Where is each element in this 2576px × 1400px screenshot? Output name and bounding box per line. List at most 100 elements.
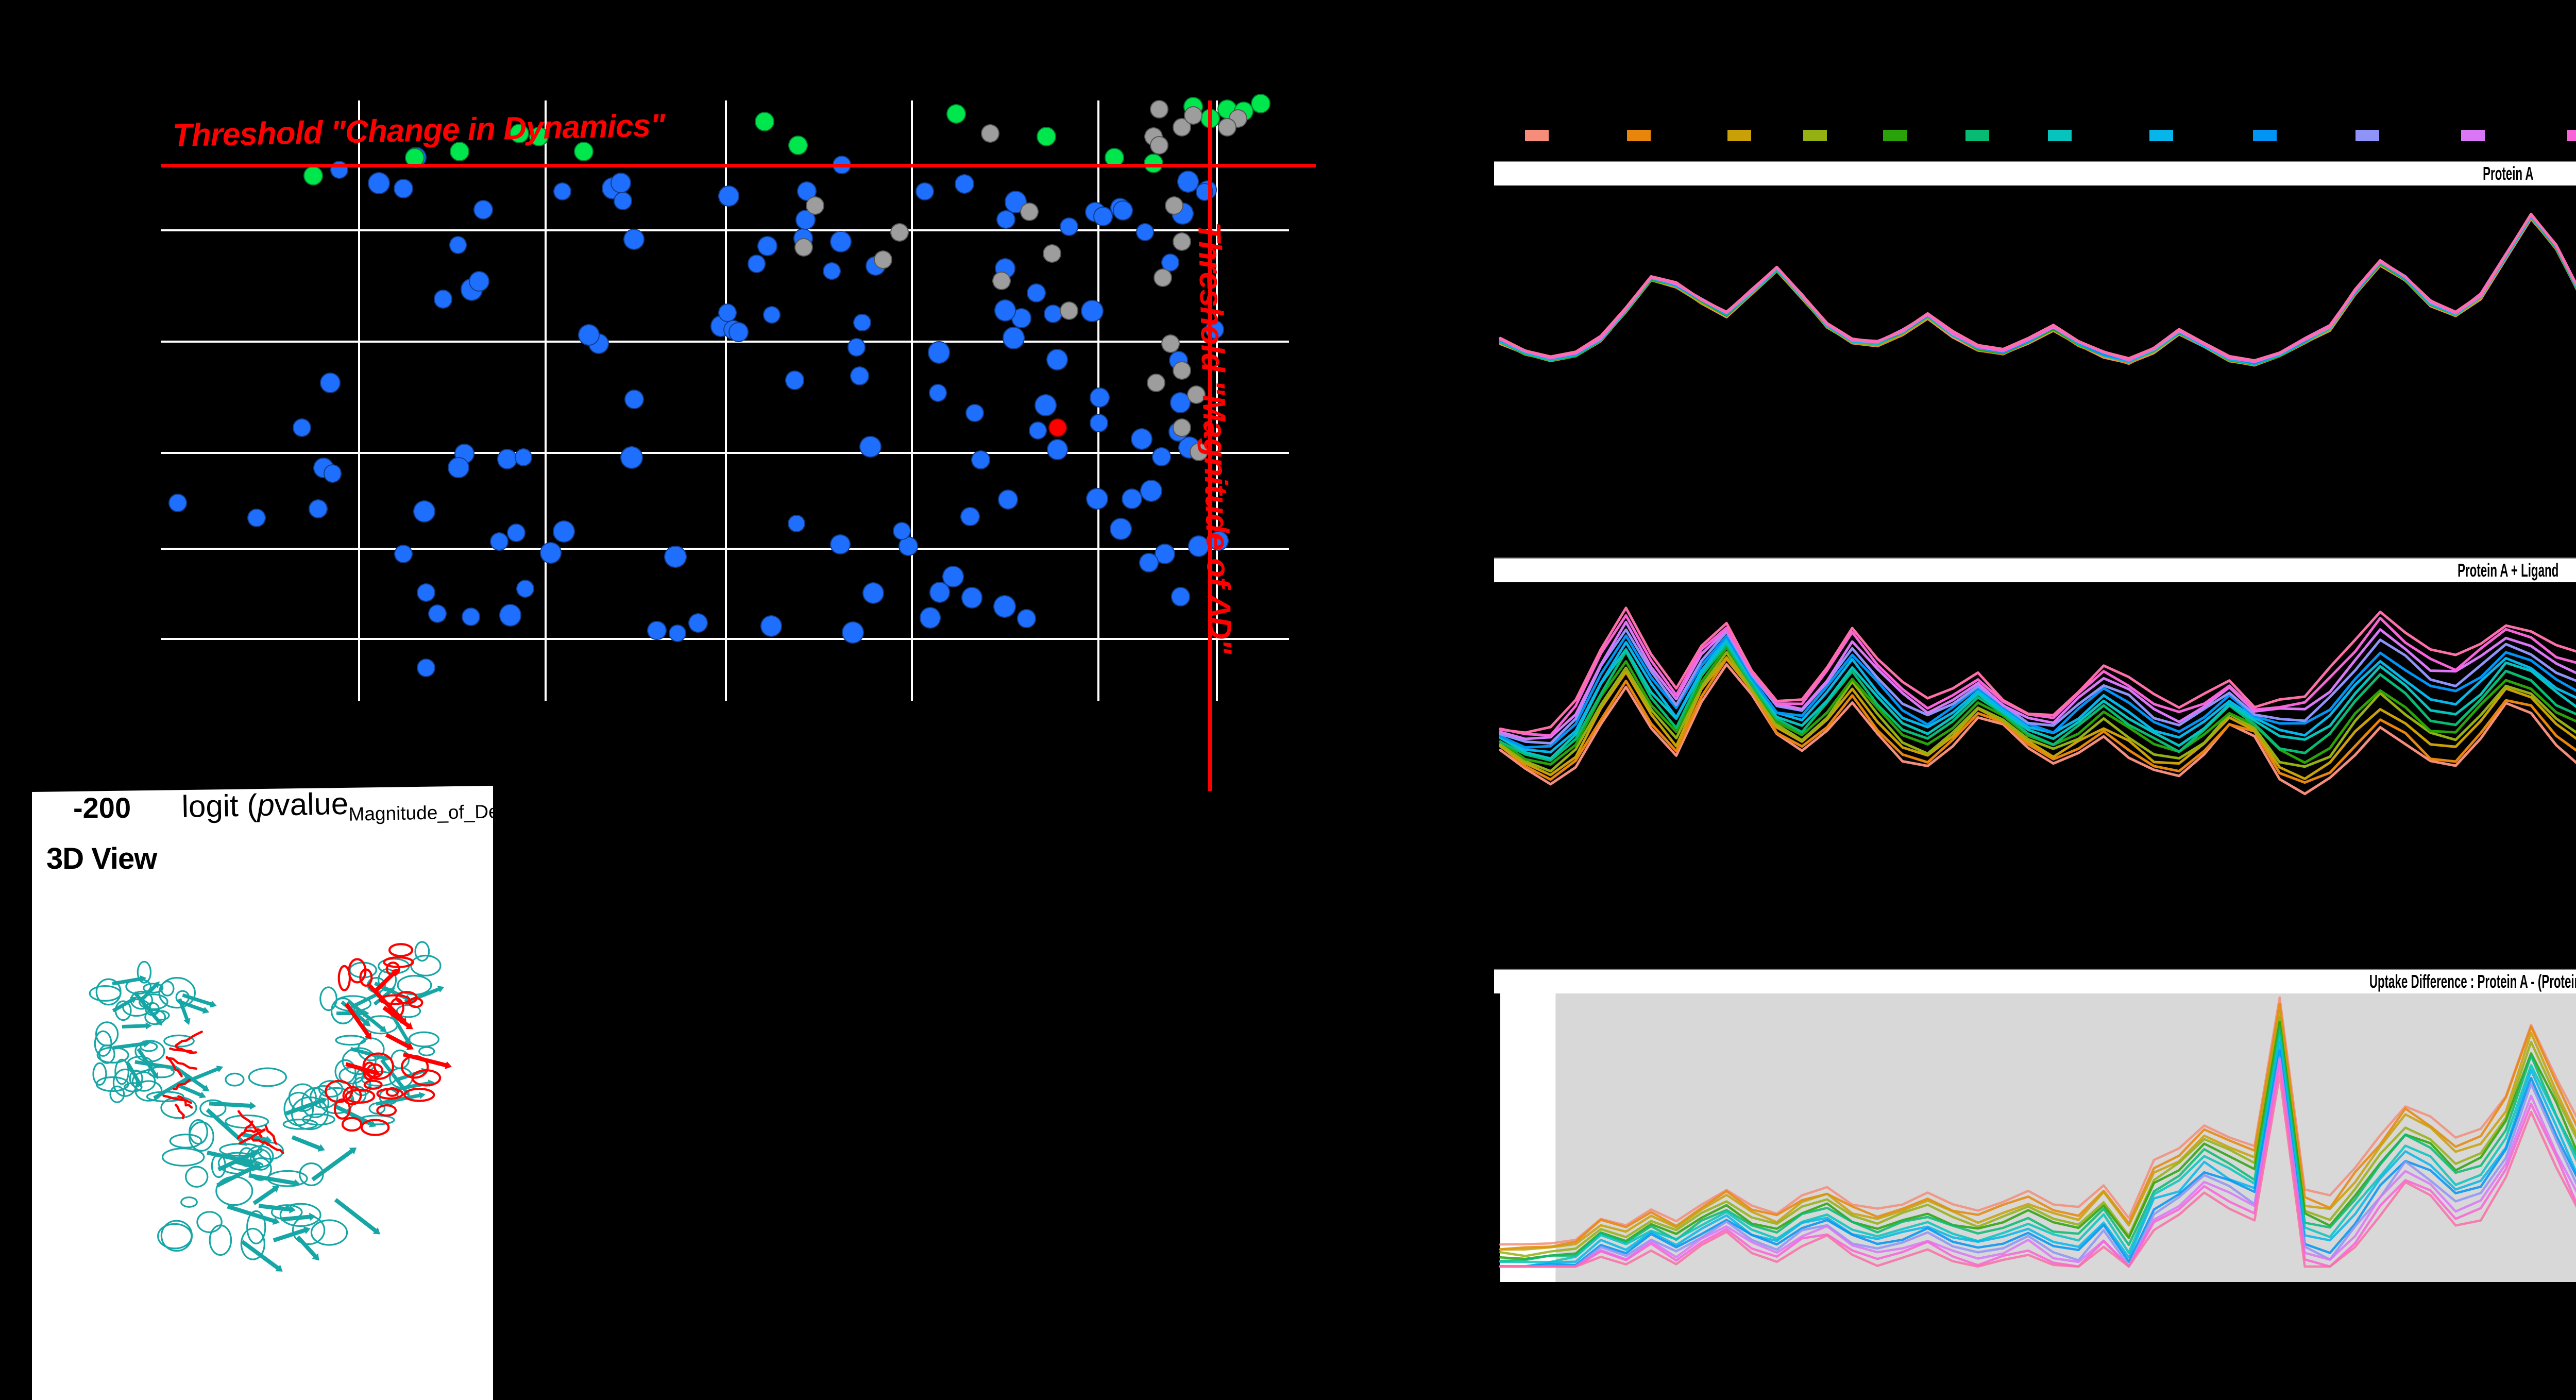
scatter-point[interactable]: [330, 160, 348, 179]
scatter-point[interactable]: [1217, 118, 1236, 137]
uptake-trace[interactable]: [1499, 597, 2576, 745]
scatter-point[interactable]: [1172, 361, 1191, 380]
scatter-point[interactable]: [168, 493, 187, 512]
scatter-point[interactable]: [785, 370, 805, 390]
scatter-point[interactable]: [416, 583, 435, 602]
scatter-point[interactable]: [916, 182, 934, 201]
scatter-point[interactable]: [762, 306, 781, 324]
volcano-plot-area[interactable]: [161, 93, 1289, 701]
scatter-point[interactable]: [1047, 438, 1069, 460]
uptake-trace[interactable]: [1499, 1074, 2576, 1268]
scatter-point[interactable]: [553, 182, 572, 201]
scatter-point[interactable]: [927, 341, 951, 364]
scatter-point[interactable]: [893, 521, 911, 540]
scatter-point[interactable]: [490, 532, 509, 551]
legend-swatch-3[interactable]: [1803, 130, 1827, 141]
uptake-trace[interactable]: [1499, 588, 2576, 740]
scatter-point[interactable]: [788, 136, 808, 156]
scatter-point[interactable]: [1172, 418, 1191, 437]
scatter-point[interactable]: [462, 607, 481, 626]
scatter-point[interactable]: [578, 324, 600, 346]
panel-uptake-difference-canvas[interactable]: [1494, 993, 2576, 1282]
scatter-point[interactable]: [965, 403, 985, 423]
uptake-trace[interactable]: [1499, 647, 2576, 796]
scatter-point[interactable]: [1026, 283, 1046, 302]
scatter-point[interactable]: [247, 508, 266, 527]
scatter-point[interactable]: [416, 658, 435, 677]
uptake-trace[interactable]: [1499, 185, 2576, 362]
scatter-point[interactable]: [319, 372, 341, 393]
uptake-trace[interactable]: [1499, 601, 2576, 749]
scatter-point[interactable]: [996, 210, 1015, 229]
scatter-point[interactable]: [890, 223, 909, 242]
scatter-point[interactable]: [449, 236, 467, 254]
scatter-point[interactable]: [1060, 217, 1079, 236]
scatter-point[interactable]: [497, 449, 518, 469]
scatter-point[interactable]: [718, 185, 739, 207]
legend-swatch-0[interactable]: [1525, 130, 1549, 141]
scatter-point[interactable]: [787, 514, 805, 532]
scatter-point[interactable]: [929, 582, 951, 603]
scatter-point[interactable]: [623, 229, 645, 250]
uptake-trace[interactable]: [1499, 216, 2576, 395]
scatter-point[interactable]: [393, 178, 414, 199]
scatter-point[interactable]: [853, 314, 871, 332]
uptake-trace[interactable]: [1499, 215, 2576, 366]
uptake-trace[interactable]: [1499, 604, 2576, 754]
scatter-point[interactable]: [1146, 373, 1165, 392]
uptake-trace[interactable]: [1499, 1009, 2576, 1251]
scatter-point[interactable]: [553, 520, 575, 543]
legend-swatch-7[interactable]: [2149, 130, 2173, 141]
scatter-point[interactable]: [574, 142, 594, 162]
scatter-point[interactable]: [757, 236, 777, 256]
panel-protein-a-ligand-canvas[interactable]: [1494, 582, 2576, 846]
scatter-point[interactable]: [960, 507, 980, 527]
scatter-point[interactable]: [450, 142, 470, 162]
scatter-point[interactable]: [847, 338, 866, 357]
scatter-point[interactable]: [394, 544, 413, 563]
scatter-point[interactable]: [980, 124, 999, 143]
uptake-trace[interactable]: [1499, 215, 2576, 374]
scatter-point[interactable]: [971, 450, 991, 470]
scatter-point[interactable]: [499, 604, 522, 627]
scatter-point[interactable]: [1189, 442, 1208, 461]
scatter-point[interactable]: [1002, 327, 1025, 349]
scatter-point[interactable]: [1140, 479, 1162, 502]
uptake-trace[interactable]: [1499, 1034, 2576, 1263]
scatter-point[interactable]: [1251, 93, 1271, 113]
uptake-trace[interactable]: [1499, 634, 2576, 780]
uptake-trace[interactable]: [1499, 623, 2576, 766]
legend-swatch-11[interactable]: [2567, 130, 2576, 141]
uptake-trace[interactable]: [1499, 185, 2576, 363]
scatter-point[interactable]: [718, 303, 737, 322]
uptake-trace[interactable]: [1499, 628, 2576, 773]
scatter-point[interactable]: [1048, 418, 1067, 437]
scatter-point[interactable]: [610, 172, 632, 194]
scatter-point[interactable]: [992, 271, 1011, 290]
scatter-point[interactable]: [510, 124, 530, 144]
scatter-point[interactable]: [473, 199, 494, 220]
legend-swatch-10[interactable]: [2461, 130, 2485, 141]
scatter-point[interactable]: [760, 615, 782, 637]
scatter-point[interactable]: [1150, 136, 1169, 155]
uptake-trace[interactable]: [1499, 582, 2576, 737]
legend-swatch-4[interactable]: [1883, 130, 1907, 141]
legend-swatch-5[interactable]: [1965, 130, 1989, 141]
scatter-point[interactable]: [1205, 319, 1224, 339]
scatter-point[interactable]: [1154, 543, 1175, 564]
scatter-point[interactable]: [428, 604, 447, 623]
scatter-point[interactable]: [859, 435, 882, 458]
scatter-point[interactable]: [830, 534, 851, 555]
scatter-point[interactable]: [1035, 394, 1057, 417]
uptake-trace[interactable]: [1499, 645, 2576, 784]
scatter-point[interactable]: [1136, 223, 1154, 241]
scatter-point[interactable]: [303, 165, 323, 185]
scatter-point[interactable]: [747, 255, 766, 273]
scatter-point[interactable]: [323, 464, 342, 483]
scatter-point[interactable]: [862, 582, 885, 604]
scatter-point[interactable]: [1164, 196, 1183, 215]
scatter-point[interactable]: [1171, 587, 1191, 606]
scatter-point[interactable]: [1046, 349, 1068, 371]
legend-swatch-1[interactable]: [1627, 130, 1651, 141]
scatter-point[interactable]: [942, 566, 964, 587]
